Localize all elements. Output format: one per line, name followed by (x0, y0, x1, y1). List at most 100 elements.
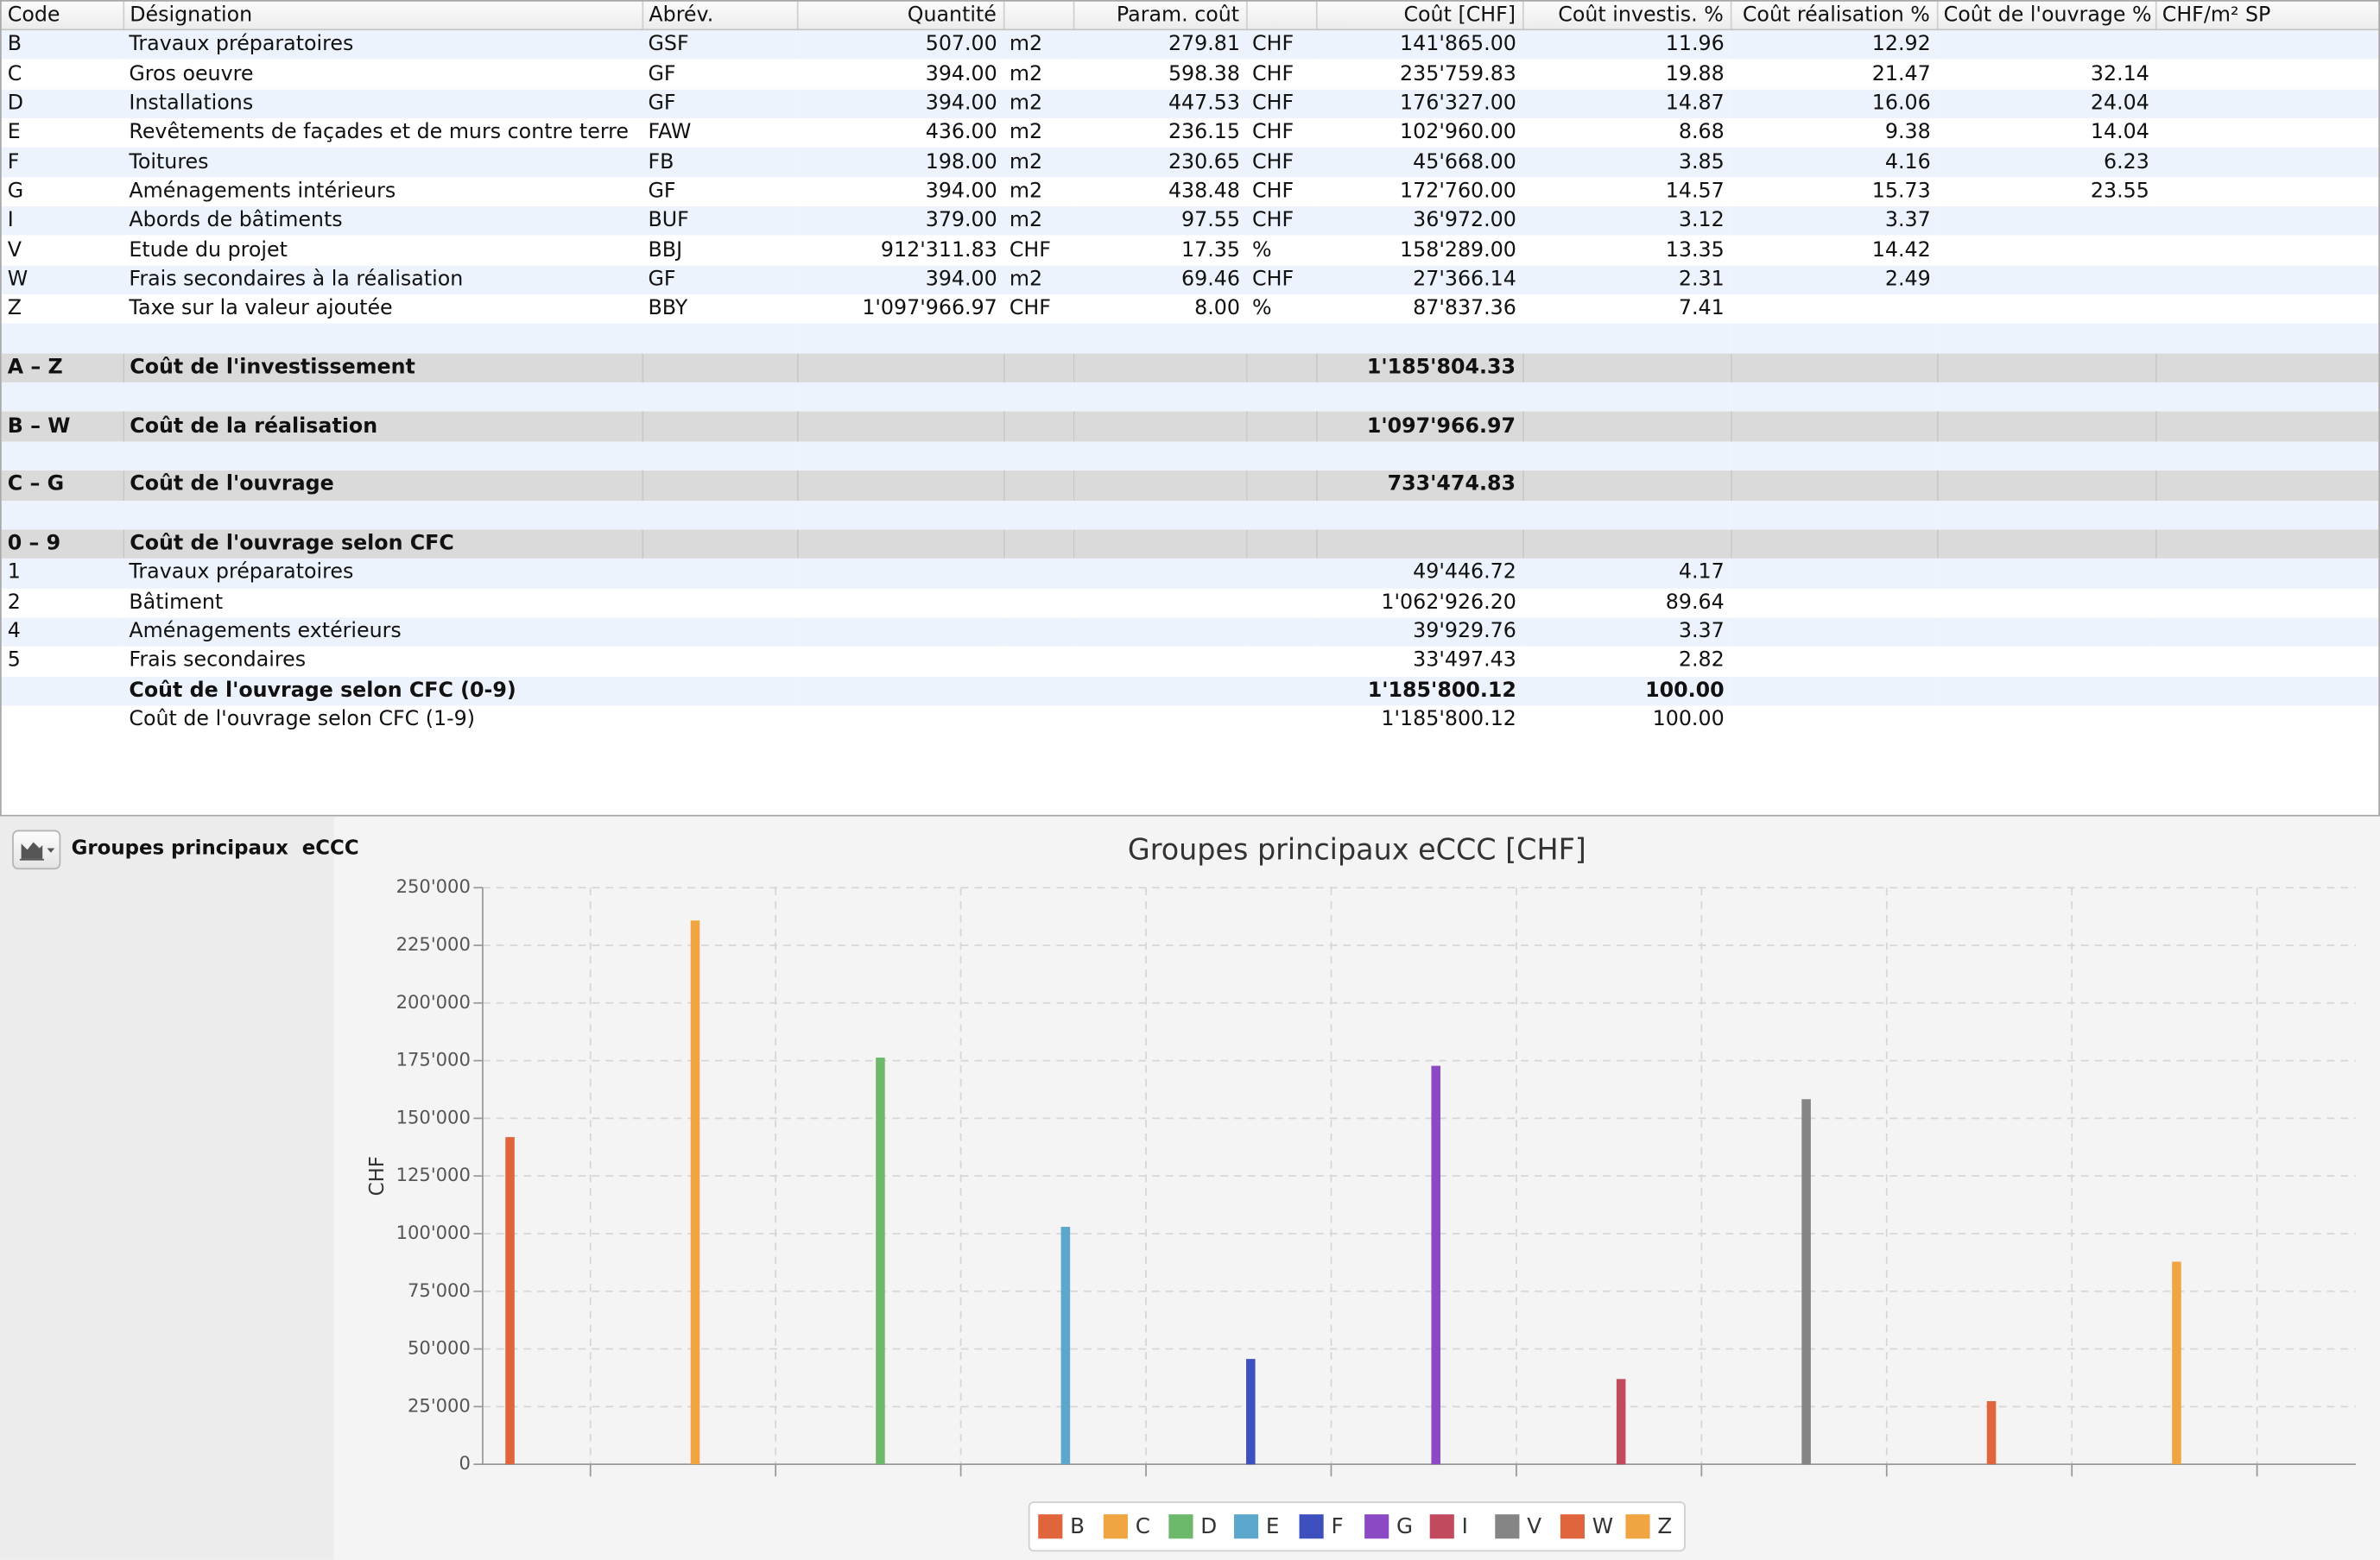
table-panel: Code Désignation Abrév. Quantité Param. coût… (0, 0, 2380, 817)
table-cell (642, 617, 797, 647)
column-header[interactable]: CHF/m² SP (2155, 1, 2379, 31)
table-cell: BBY (642, 294, 797, 325)
table-row: 4 Aménagements extérieurs 39'929.76 3.37 (1, 617, 2379, 647)
table-cell: 100.00 (1522, 705, 1731, 736)
table-cell: 176'327.00 (1315, 89, 1522, 119)
table-cell (642, 382, 797, 413)
column-header[interactable]: Désignation (123, 1, 643, 31)
table-cell (1522, 412, 1731, 442)
table-cell (796, 441, 1003, 471)
table-row: 5 Frais secondaires 33'497.43 2.82 (1, 647, 2379, 677)
table-cell (1522, 441, 1731, 471)
table-cell (1730, 441, 1937, 471)
table-cell (1315, 529, 1523, 559)
column-header[interactable]: Code (1, 1, 124, 31)
table-cell: 912'311.83 (796, 236, 1003, 266)
table-cell (1522, 324, 1731, 354)
table-cell (796, 559, 1003, 589)
column-header[interactable]: Coût réalisation % (1730, 1, 1938, 31)
column-header[interactable]: Coût de l'ouvrage % (1936, 1, 2156, 31)
table-cell (642, 441, 797, 471)
table-cell: 3.37 (1730, 206, 1937, 237)
table-cell: 1'097'966.97 (796, 294, 1003, 325)
table-cell (1073, 382, 1247, 413)
table-cell (2155, 500, 2379, 530)
table-cell (1246, 412, 1317, 442)
table-cell (796, 412, 1004, 442)
table-cell (1936, 236, 2155, 266)
column-header[interactable]: Param. coût (1073, 1, 1247, 31)
table-row: W Frais secondaires à la réalisation GF 394… (1, 265, 2379, 295)
column-header[interactable]: Coût investis. % (1522, 1, 1731, 31)
table-cell (2155, 353, 2379, 383)
table-cell: 1'062'926.20 (1315, 588, 1522, 618)
column-header[interactable]: Coût [CHF] (1315, 1, 1523, 31)
table-cell (1936, 324, 2155, 354)
column-header[interactable] (1003, 1, 1074, 31)
y-tick-label: 100'000 (396, 1222, 471, 1243)
table-cell: 23.55 (1936, 177, 2155, 207)
table-cell (1936, 588, 2155, 618)
table-cell: 236.15 (1073, 118, 1247, 148)
bar (876, 1058, 885, 1465)
table-cell (2155, 412, 2379, 442)
table-row: 1 Travaux préparatoires 49'446.72 4.17 (1, 559, 2379, 589)
table-cell (2155, 588, 2379, 618)
legend-swatch (1299, 1514, 1324, 1539)
table-cell (2155, 676, 2379, 706)
table-cell (796, 529, 1004, 559)
table-cell: 2.49 (1730, 265, 1937, 295)
table-cell (1073, 324, 1247, 354)
table-cell: 235'759.83 (1315, 60, 1522, 90)
table-cell: 33'497.43 (1315, 647, 1522, 677)
table-cell (1073, 500, 1247, 530)
table-cell (1, 705, 123, 736)
column-header[interactable]: Abrév. (642, 1, 798, 31)
table-cell: CHF (1246, 148, 1316, 178)
table-cell: 19.88 (1522, 60, 1731, 90)
table-cell (1003, 647, 1073, 677)
table-cell: Coût de l'ouvrage (123, 471, 643, 501)
table-row: B – W Coût de la réalisation 1'097'966.97 (1, 412, 2379, 442)
table-cell: 2.31 (1522, 265, 1731, 295)
table-cell: 598.38 (1073, 60, 1247, 90)
column-header[interactable] (1246, 1, 1317, 31)
table-cell (1003, 588, 1073, 618)
table-cell (1003, 412, 1074, 442)
table-cell: GF (642, 177, 797, 207)
chart: Groupes principaux eCCC [CHF] CHF 0 25'00… (366, 833, 2356, 1552)
legend-swatch (1038, 1514, 1063, 1539)
table-cell (2155, 236, 2379, 266)
table-cell (1246, 324, 1316, 354)
table-cell: 198.00 (796, 148, 1003, 178)
table-cell (1, 324, 123, 354)
table-cell (642, 559, 797, 589)
table-cell: 14.87 (1522, 89, 1731, 119)
table-cell (642, 471, 798, 501)
table-cell: 447.53 (1073, 89, 1247, 119)
table-cell: 36'972.00 (1315, 206, 1522, 237)
table-cell: 97.55 (1073, 206, 1247, 237)
table-cell: 5 (1, 647, 123, 677)
legend-swatch (1168, 1514, 1193, 1539)
table-cell: m2 (1003, 118, 1073, 148)
table-cell (2155, 529, 2379, 559)
table-row (1, 441, 2379, 471)
legend-swatch (1625, 1514, 1650, 1539)
table-cell (1936, 617, 2155, 647)
table-cell (2155, 60, 2379, 90)
table-cell (1073, 588, 1247, 618)
column-header[interactable]: Quantité (796, 1, 1004, 31)
table-cell (1003, 382, 1073, 413)
table-cell: 6.23 (1936, 148, 2155, 178)
table-cell: 1'185'800.12 (1315, 705, 1522, 736)
table-cell: Installations (123, 89, 642, 119)
table-cell (1003, 705, 1073, 736)
table-cell (796, 676, 1003, 706)
chart-type-button[interactable] (12, 830, 61, 870)
table-cell (1246, 471, 1317, 501)
sidebar-label: Groupes principaux eCCC (71, 837, 359, 861)
table-cell: 230.65 (1073, 148, 1247, 178)
table-cell (796, 617, 1003, 647)
table-cell (2155, 324, 2379, 354)
